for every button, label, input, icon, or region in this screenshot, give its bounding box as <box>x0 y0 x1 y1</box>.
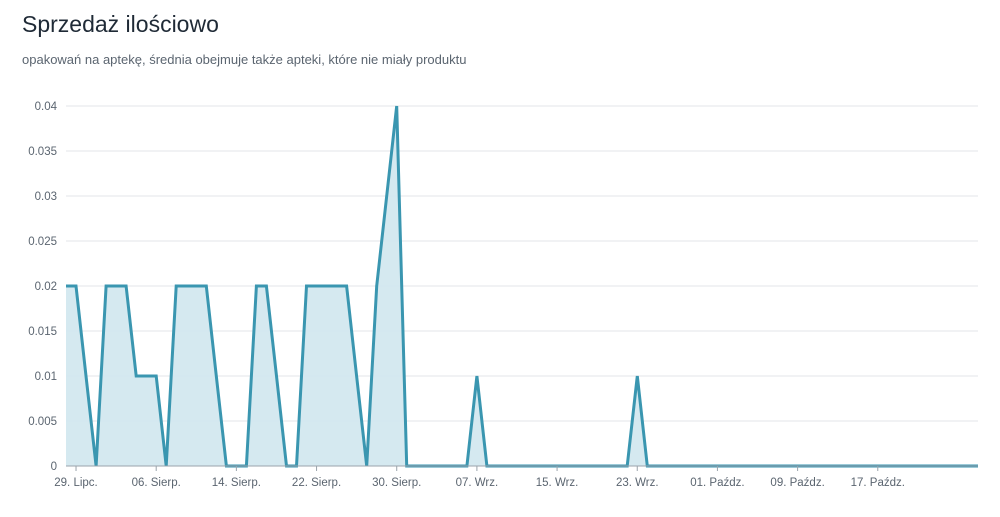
y-tick-label: 0.03 <box>35 191 57 203</box>
y-tick-label: 0 <box>51 461 57 473</box>
grid-lines <box>66 105 978 422</box>
x-tick-label: 14. Sierp. <box>212 477 261 489</box>
x-tick-label: 06. Sierp. <box>132 477 181 489</box>
x-tick-label: 17. Paźdz. <box>851 477 905 489</box>
chart-title: Sprzedaż ilościowo <box>22 11 219 37</box>
y-tick-label: 0.01 <box>35 371 57 383</box>
x-tick-label: 09. Paźdz. <box>770 477 824 489</box>
y-tick-label: 0.005 <box>28 416 57 428</box>
x-tick-label: 22. Sierp. <box>292 477 341 489</box>
x-tick-label: 15. Wrz. <box>536 477 579 489</box>
x-tick-label: 29. Lipc. <box>54 477 97 489</box>
x-tick-label: 30. Sierp. <box>372 477 421 489</box>
chart-subtitle: opakowań na aptekę, średnia obejmuje tak… <box>22 52 467 67</box>
x-tick-label: 01. Paźdz. <box>690 477 744 489</box>
x-tick-label: 23. Wrz. <box>616 477 659 489</box>
y-tick-label: 0.015 <box>28 326 57 338</box>
y-tick-label: 0.025 <box>28 236 57 248</box>
y-tick-label: 0.035 <box>28 146 57 158</box>
series-area-fill <box>66 106 978 466</box>
y-axis-ticks: 0 0.005 0.01 0.015 0.02 0.025 0.03 0.035 0.04 <box>28 101 57 473</box>
x-axis-ticks: 29. Lipc. 06. Sierp. 14. Sierp. 22. Sierp. 3… <box>54 466 905 489</box>
y-tick-label: 0.04 <box>35 101 58 113</box>
x-tick-label: 07. Wrz. <box>456 477 499 489</box>
series-area <box>66 106 978 466</box>
y-tick-label: 0.02 <box>35 281 57 293</box>
